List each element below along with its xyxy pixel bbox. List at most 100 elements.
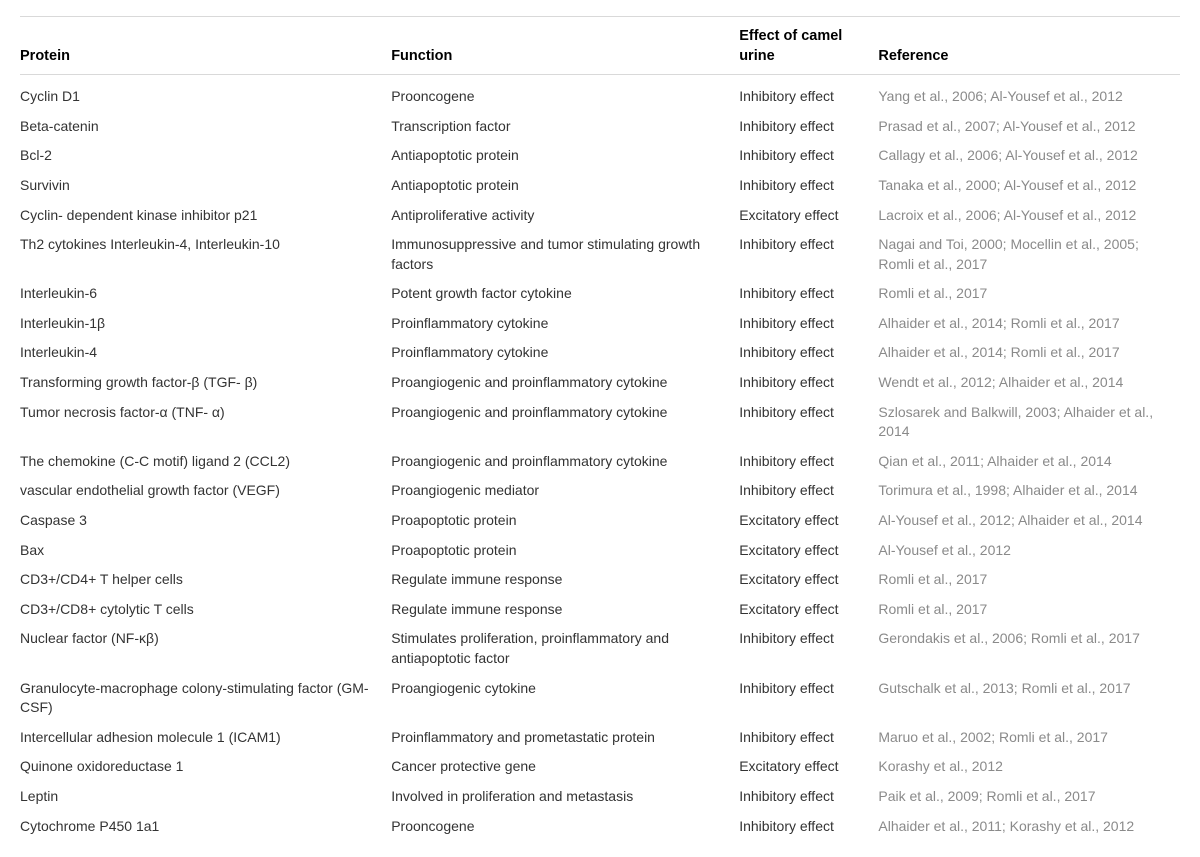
cell-function: Proangiogenic and proinflammatory cytoki… xyxy=(391,368,739,398)
table-row: Interleukin-6Potent growth factor cytoki… xyxy=(20,279,1180,309)
data-table: Protein Function Effect of camel urine R… xyxy=(20,16,1180,841)
table-row: LeptinInvolved in proliferation and meta… xyxy=(20,782,1180,812)
cell-reference: Torimura et al., 1998; Alhaider et al., … xyxy=(878,476,1180,506)
table-row: BaxProapoptotic proteinExcitatory effect… xyxy=(20,536,1180,566)
table-row: Transforming growth factor-β (TGF- β)Pro… xyxy=(20,368,1180,398)
cell-effect: Inhibitory effect xyxy=(739,75,878,112)
cell-reference: Maruo et al., 2002; Romli et al., 2017 xyxy=(878,723,1180,753)
table-row: Quinone oxidoreductase 1Cancer protectiv… xyxy=(20,752,1180,782)
cell-effect: Inhibitory effect xyxy=(739,141,878,171)
cell-reference: Romli et al., 2017 xyxy=(878,565,1180,595)
table-row: Tumor necrosis factor-α (TNF- α)Proangio… xyxy=(20,398,1180,447)
table-row: vascular endothelial growth factor (VEGF… xyxy=(20,476,1180,506)
cell-effect: Excitatory effect xyxy=(739,565,878,595)
cell-effect: Inhibitory effect xyxy=(739,279,878,309)
cell-protein: Transforming growth factor-β (TGF- β) xyxy=(20,368,391,398)
cell-function: Potent growth factor cytokine xyxy=(391,279,739,309)
cell-reference: Lacroix et al., 2006; Al-Yousef et al., … xyxy=(878,201,1180,231)
cell-protein: Bcl-2 xyxy=(20,141,391,171)
cell-function: Involved in proliferation and metastasis xyxy=(391,782,739,812)
cell-function: Proangiogenic and proinflammatory cytoki… xyxy=(391,398,739,447)
table-row: SurvivinAntiapoptotic proteinInhibitory … xyxy=(20,171,1180,201)
cell-effect: Inhibitory effect xyxy=(739,171,878,201)
cell-effect: Inhibitory effect xyxy=(739,447,878,477)
cell-protein: Tumor necrosis factor-α (TNF- α) xyxy=(20,398,391,447)
cell-protein: Nuclear factor (NF-κβ) xyxy=(20,624,391,673)
cell-effect: Inhibitory effect xyxy=(739,476,878,506)
table-row: Cyclin- dependent kinase inhibitor p21An… xyxy=(20,201,1180,231)
cell-function: Cancer protective gene xyxy=(391,752,739,782)
cell-function: Antiproliferative activity xyxy=(391,201,739,231)
cell-reference: Romli et al., 2017 xyxy=(878,595,1180,625)
cell-protein: Intercellular adhesion molecule 1 (ICAM1… xyxy=(20,723,391,753)
cell-function: Prooncogene xyxy=(391,812,739,842)
cell-effect: Inhibitory effect xyxy=(739,674,878,723)
table-row: Caspase 3Proapoptotic proteinExcitatory … xyxy=(20,506,1180,536)
cell-function: Proapoptotic protein xyxy=(391,536,739,566)
cell-reference: Qian et al., 2011; Alhaider et al., 2014 xyxy=(878,447,1180,477)
cell-effect: Excitatory effect xyxy=(739,201,878,231)
cell-reference: Al-Yousef et al., 2012; Alhaider et al.,… xyxy=(878,506,1180,536)
col-header-function: Function xyxy=(391,17,739,75)
cell-protein: Interleukin-1β xyxy=(20,309,391,339)
cell-protein: CD3+/CD8+ cytolytic T cells xyxy=(20,595,391,625)
cell-protein: Granulocyte-macrophage colony-stimulatin… xyxy=(20,674,391,723)
cell-reference: Wendt et al., 2012; Alhaider et al., 201… xyxy=(878,368,1180,398)
cell-reference: Romli et al., 2017 xyxy=(878,279,1180,309)
cell-effect: Excitatory effect xyxy=(739,752,878,782)
table-row: Nuclear factor (NF-κβ)Stimulates prolife… xyxy=(20,624,1180,673)
cell-protein: Caspase 3 xyxy=(20,506,391,536)
cell-reference: Prasad et al., 2007; Al-Yousef et al., 2… xyxy=(878,112,1180,142)
cell-function: Proinflammatory and prometastatic protei… xyxy=(391,723,739,753)
cell-effect: Inhibitory effect xyxy=(739,723,878,753)
table-row: Interleukin-1βProinflammatory cytokineIn… xyxy=(20,309,1180,339)
cell-function: Antiapoptotic protein xyxy=(391,141,739,171)
cell-reference: Korashy et al., 2012 xyxy=(878,752,1180,782)
cell-protein: Survivin xyxy=(20,171,391,201)
cell-protein: Cyclin- dependent kinase inhibitor p21 xyxy=(20,201,391,231)
cell-reference: Nagai and Toi, 2000; Mocellin et al., 20… xyxy=(878,230,1180,279)
cell-protein: Cyclin D1 xyxy=(20,75,391,112)
cell-reference: Alhaider et al., 2011; Korashy et al., 2… xyxy=(878,812,1180,842)
cell-protein: Th2 cytokines Interleukin-4, Interleukin… xyxy=(20,230,391,279)
cell-protein: Interleukin-4 xyxy=(20,338,391,368)
cell-effect: Excitatory effect xyxy=(739,595,878,625)
cell-effect: Excitatory effect xyxy=(739,536,878,566)
cell-function: Proangiogenic mediator xyxy=(391,476,739,506)
table-row: CD3+/CD8+ cytolytic T cellsRegulate immu… xyxy=(20,595,1180,625)
table-row: Beta-cateninTranscription factorInhibito… xyxy=(20,112,1180,142)
cell-reference: Yang et al., 2006; Al-Yousef et al., 201… xyxy=(878,75,1180,112)
cell-effect: Inhibitory effect xyxy=(739,782,878,812)
table-row: Interleukin-4Proinflammatory cytokineInh… xyxy=(20,338,1180,368)
cell-protein: Cytochrome P450 1a1 xyxy=(20,812,391,842)
cell-function: Transcription factor xyxy=(391,112,739,142)
cell-function: Proangiogenic and proinflammatory cytoki… xyxy=(391,447,739,477)
cell-protein: Leptin xyxy=(20,782,391,812)
col-header-effect: Effect of camel urine xyxy=(739,17,878,75)
cell-effect: Inhibitory effect xyxy=(739,398,878,447)
table-row: Intercellular adhesion molecule 1 (ICAM1… xyxy=(20,723,1180,753)
col-header-reference: Reference xyxy=(878,17,1180,75)
cell-function: Stimulates proliferation, proinflammator… xyxy=(391,624,739,673)
cell-reference: Alhaider et al., 2014; Romli et al., 201… xyxy=(878,309,1180,339)
cell-reference: Gutschalk et al., 2013; Romli et al., 20… xyxy=(878,674,1180,723)
table-header: Protein Function Effect of camel urine R… xyxy=(20,17,1180,75)
cell-effect: Inhibitory effect xyxy=(739,112,878,142)
cell-reference: Gerondakis et al., 2006; Romli et al., 2… xyxy=(878,624,1180,673)
col-header-protein: Protein xyxy=(20,17,391,75)
cell-reference: Alhaider et al., 2014; Romli et al., 201… xyxy=(878,338,1180,368)
cell-effect: Inhibitory effect xyxy=(739,812,878,842)
cell-effect: Inhibitory effect xyxy=(739,230,878,279)
cell-protein: vascular endothelial growth factor (VEGF… xyxy=(20,476,391,506)
cell-protein: CD3+/CD4+ T helper cells xyxy=(20,565,391,595)
cell-function: Antiapoptotic protein xyxy=(391,171,739,201)
cell-reference: Tanaka et al., 2000; Al-Yousef et al., 2… xyxy=(878,171,1180,201)
table-row: Granulocyte-macrophage colony-stimulatin… xyxy=(20,674,1180,723)
table-row: Th2 cytokines Interleukin-4, Interleukin… xyxy=(20,230,1180,279)
cell-protein: Bax xyxy=(20,536,391,566)
cell-reference: Szlosarek and Balkwill, 2003; Alhaider e… xyxy=(878,398,1180,447)
cell-effect: Inhibitory effect xyxy=(739,338,878,368)
table-row: Bcl-2Antiapoptotic proteinInhibitory eff… xyxy=(20,141,1180,171)
cell-function: Proapoptotic protein xyxy=(391,506,739,536)
cell-function: Prooncogene xyxy=(391,75,739,112)
